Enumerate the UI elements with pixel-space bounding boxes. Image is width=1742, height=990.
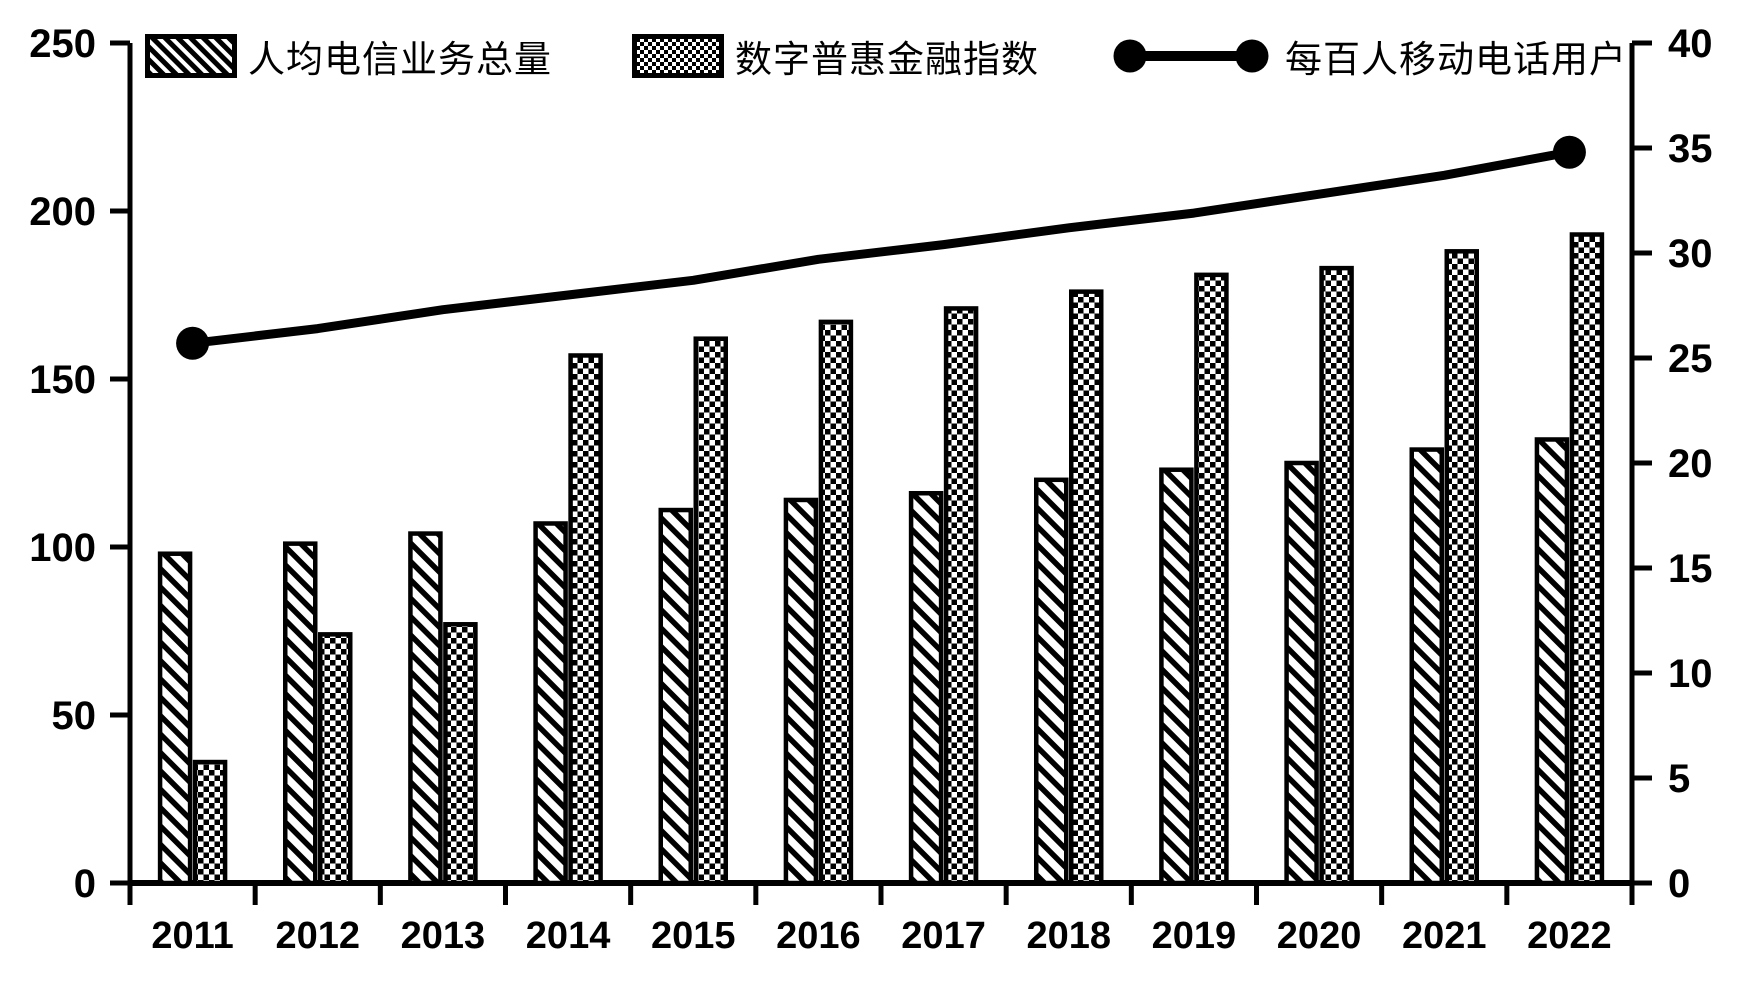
line-series-每百人移动电话用户 xyxy=(188,147,1574,348)
bar-数字普惠金融指数 xyxy=(443,622,478,886)
left-axis-tick-label: 0 xyxy=(74,862,96,906)
left-axis-tick-label: 100 xyxy=(29,526,96,570)
right-axis-tick-label: 15 xyxy=(1668,547,1713,591)
bar-人均电信业务总量 xyxy=(1534,437,1570,886)
bar-数字普惠金融指数 xyxy=(1319,265,1354,886)
bar-数字普惠金融指数 xyxy=(1069,289,1104,886)
x-axis-label: 2021 xyxy=(1402,915,1487,957)
bar-数字普惠金融指数 xyxy=(1569,232,1605,886)
bar-数字普惠金融指数 xyxy=(693,336,728,886)
bar-人均电信业务总量 xyxy=(408,531,443,886)
x-axis-label: 2017 xyxy=(901,915,986,957)
x-axis-label: 2022 xyxy=(1527,915,1612,957)
right-axis-tick-label: 30 xyxy=(1668,232,1713,276)
right-axis-tick-label: 0 xyxy=(1668,862,1690,906)
right-axis-tick-label: 20 xyxy=(1668,442,1713,486)
bar-数字普惠金融指数 xyxy=(943,306,979,886)
bar-人均电信业务总量 xyxy=(1284,460,1319,886)
right-axis-tick-label: 10 xyxy=(1668,652,1713,696)
bar-人均电信业务总量 xyxy=(908,490,944,886)
bar-数字普惠金融指数 xyxy=(568,353,603,886)
x-axis-label: 2015 xyxy=(651,915,736,957)
x-axis-label: 2013 xyxy=(401,915,486,957)
bar-人均电信业务总量 xyxy=(1159,467,1194,886)
bar-人均电信业务总量 xyxy=(283,541,318,886)
bar-数字普惠金融指数 xyxy=(192,759,228,886)
x-axis-label: 2016 xyxy=(776,915,861,957)
x-axis-label: 2020 xyxy=(1277,915,1362,957)
line-endpoint-marker xyxy=(176,326,210,360)
bar-人均电信业务总量 xyxy=(1409,447,1444,886)
bar-人均电信业务总量 xyxy=(1034,477,1069,886)
x-axis-label: 2011 xyxy=(151,915,233,957)
line-endpoint-marker xyxy=(1552,135,1586,169)
bar-人均电信业务总量 xyxy=(783,497,819,886)
x-axis-label: 2019 xyxy=(1152,915,1237,957)
bar-数字普惠金融指数 xyxy=(318,632,353,886)
left-axis-tick-label: 200 xyxy=(29,190,96,234)
bar-人均电信业务总量 xyxy=(157,551,193,886)
right-axis-tick-label: 40 xyxy=(1668,22,1713,66)
bar-数字普惠金融指数 xyxy=(1194,272,1229,886)
right-axis-tick-label: 25 xyxy=(1668,337,1713,381)
right-axis-tick-label: 5 xyxy=(1668,757,1690,801)
left-axis-tick-label: 250 xyxy=(29,22,96,66)
x-axis-label: 2012 xyxy=(275,915,360,957)
x-axis-label: 2018 xyxy=(1026,915,1111,957)
left-axis-tick-label: 50 xyxy=(52,694,97,738)
bar-人均电信业务总量 xyxy=(533,521,568,886)
x-axis-label: 2014 xyxy=(526,915,611,957)
bar-数字普惠金融指数 xyxy=(818,319,854,886)
bar-人均电信业务总量 xyxy=(658,507,693,886)
bar-数字普惠金融指数 xyxy=(1444,249,1479,886)
right-axis-tick-label: 35 xyxy=(1668,127,1713,171)
left-axis-tick-label: 150 xyxy=(29,358,96,402)
